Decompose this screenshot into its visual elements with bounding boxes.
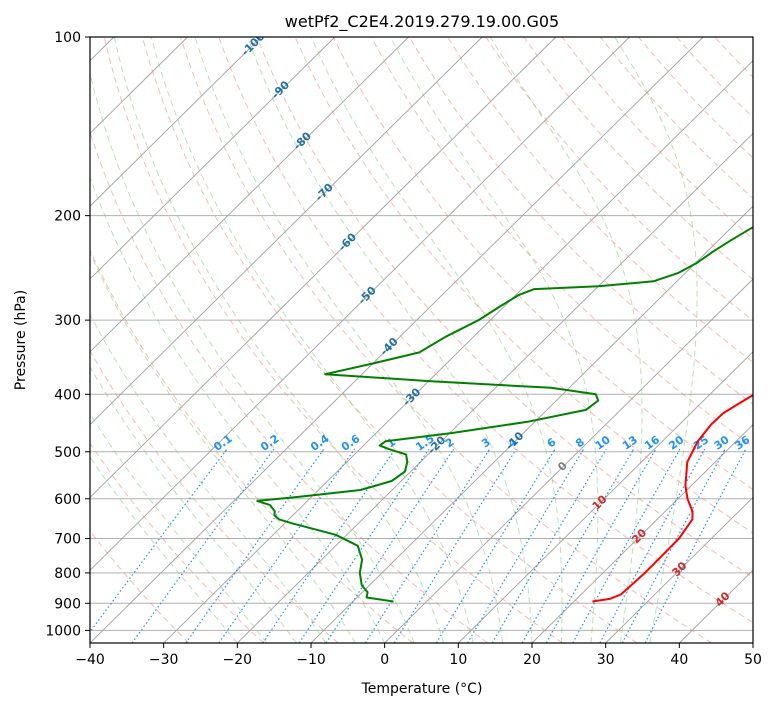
mixing-ratio-line xyxy=(572,448,681,643)
mixing-ratio-line xyxy=(393,448,517,643)
y-tick-label: 600 xyxy=(54,492,81,508)
x-tick-label: 30 xyxy=(597,652,615,668)
plot-frame xyxy=(89,36,754,644)
isotherm-line xyxy=(163,59,753,643)
dry-adiabat xyxy=(90,349,339,643)
y-axis-label: Pressure (hPa) xyxy=(13,290,29,390)
x-tick-label: 10 xyxy=(449,652,467,668)
moist-adiabat xyxy=(310,37,563,643)
moist-adiabat xyxy=(246,37,533,643)
isotherm-line xyxy=(310,205,753,643)
mixing-ratio-line xyxy=(521,448,635,643)
mixing-ratio-line xyxy=(298,448,430,643)
isotherm-line xyxy=(458,351,753,643)
isotherm-line xyxy=(90,37,262,207)
x-tick-label: 40 xyxy=(670,652,688,668)
y-tick-label: 800 xyxy=(54,566,81,582)
x-axis-ticks: −40 −30 −20 −10 0 10 20 30 40 50 xyxy=(75,643,762,668)
x-tick-label: −30 xyxy=(149,652,179,668)
y-tick-label: 1000 xyxy=(45,623,81,639)
dry-adiabat xyxy=(180,37,712,643)
y-tick-label: 300 xyxy=(54,313,81,329)
moist-adiabat xyxy=(194,37,503,643)
mixing-ratio-line xyxy=(491,448,607,643)
x-tick-label: −40 xyxy=(75,652,105,668)
y-tick-label: 700 xyxy=(54,532,81,548)
isotherm-line xyxy=(90,37,483,426)
mixing-ratio-line xyxy=(545,448,657,643)
y-tick-label: 500 xyxy=(54,445,81,461)
isotherm-line xyxy=(90,37,704,643)
moist-adiabat xyxy=(150,37,474,643)
moist-adiabat xyxy=(90,72,415,643)
y-tick-label: 400 xyxy=(54,387,81,403)
isotherm-line xyxy=(90,37,557,499)
temperature-profile xyxy=(592,393,753,603)
mixing-ratio-line xyxy=(599,448,706,643)
mixing-ratio-line xyxy=(364,448,491,643)
y-tick-label: 100 xyxy=(54,30,81,46)
isotherm-line xyxy=(605,496,753,643)
dry-adiabat xyxy=(90,442,264,643)
mixing-ratio-line xyxy=(262,448,396,643)
moist-adiabat xyxy=(489,37,643,643)
mixing-ratio-line xyxy=(218,448,355,643)
dry-adiabat xyxy=(90,248,414,643)
moist-adiabat xyxy=(614,37,698,643)
moist-adiabat xyxy=(90,365,297,643)
isotherm-line xyxy=(90,37,630,571)
pressure-grid xyxy=(90,37,753,631)
mixing-ratio-lines xyxy=(90,448,747,643)
moist-adiabat xyxy=(90,456,238,643)
dry-adiabat xyxy=(370,37,753,448)
dewpoint-profile xyxy=(256,226,753,603)
isotherm-line xyxy=(90,37,409,353)
y-axis-ticks: 100 200 300 400 500 600 700 800 900 1000 xyxy=(45,30,90,639)
mixing-ratio-line xyxy=(466,448,585,643)
x-tick-label: −20 xyxy=(223,652,253,668)
isotherms xyxy=(90,37,753,643)
y-tick-label: 900 xyxy=(54,596,81,612)
dry-adiabat xyxy=(141,37,638,643)
x-tick-label: 0 xyxy=(380,652,389,668)
sounding-profiles xyxy=(256,226,753,603)
chart-title: wetPf2_C2E4.2019.279.19.00.G05 xyxy=(285,12,559,32)
isotherm-line xyxy=(531,423,753,643)
x-tick-label: −10 xyxy=(296,652,326,668)
isotherm-line xyxy=(90,37,336,280)
y-tick-label: 200 xyxy=(54,209,81,225)
moist-adiabat xyxy=(113,37,445,643)
dry-adiabat xyxy=(294,37,753,534)
isotherm-line xyxy=(384,278,753,643)
mixing-ratio-line xyxy=(325,448,455,643)
dry-adiabat xyxy=(409,37,753,405)
dry-adiabat xyxy=(103,37,563,643)
mixing-ratio-line xyxy=(131,448,275,643)
dry-adiabat xyxy=(332,37,753,491)
dry-adiabat xyxy=(256,37,753,579)
moist-adiabat xyxy=(90,251,356,643)
isotherm-line xyxy=(237,132,753,643)
dry-adiabat xyxy=(90,130,488,643)
mixing-ratio-line xyxy=(435,448,556,643)
dry-adiabat xyxy=(218,37,753,624)
moist-adiabat xyxy=(90,313,327,643)
x-tick-label: 50 xyxy=(744,652,762,668)
x-tick-label: 20 xyxy=(523,652,541,668)
x-axis-label: Temperature (°C) xyxy=(361,681,483,697)
moist-adiabat xyxy=(90,413,268,643)
moist-adiabat xyxy=(90,175,386,643)
